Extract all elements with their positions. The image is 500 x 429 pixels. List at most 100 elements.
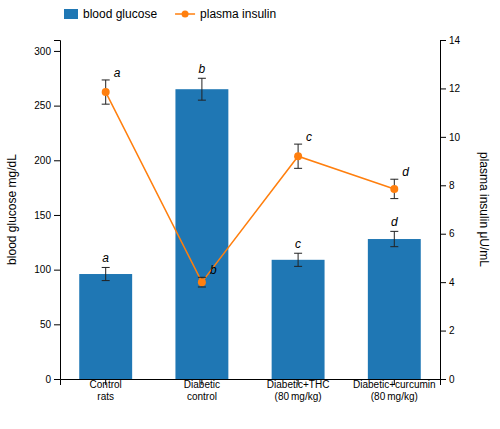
y-tick-label: 50 [40, 319, 52, 330]
x-tick: Controlrats [90, 379, 122, 402]
error-bar-cap [198, 277, 206, 278]
x-tick-label-line: Diabetic [184, 379, 220, 390]
x-tick-label-line: Diabetic+THC [267, 379, 330, 390]
series-bar [79, 78, 421, 379]
marker [390, 185, 398, 193]
error-bar-cap [102, 104, 110, 105]
marker [102, 88, 110, 96]
error-bar-cap [102, 267, 110, 268]
y2-tick-label: 8 [449, 180, 455, 191]
y2-tick: 12 [440, 83, 461, 94]
x-tick: Diabeticcontrol [184, 379, 220, 402]
y-axis: 0 50 100 150 200 250 300 [34, 41, 60, 385]
error-bar-cap [390, 179, 398, 180]
error-bar-cap [294, 144, 302, 145]
error-bar [198, 277, 206, 287]
error-bar-cap [294, 168, 302, 169]
y2-tick-label: 2 [449, 325, 455, 336]
x-tick-label-line: Diabetic+curcumin [353, 379, 436, 390]
y-tick: 250 [34, 100, 60, 111]
x-axis: Controlrats Diabeticcontrol Diabetic+THC(8… [61, 379, 441, 402]
error-bar-cap [102, 79, 110, 80]
y2-tick-mark [440, 234, 446, 235]
error-bar [102, 80, 110, 104]
x-tick-label: Diabetic+curcumin(80 mg/kg) [353, 379, 436, 402]
y2-axis: 0 2 4 6 8 10 12 14 [440, 35, 461, 385]
y-tick-label: 150 [34, 210, 51, 221]
bar [79, 274, 132, 379]
y-tick: 300 [34, 46, 60, 57]
bar [368, 239, 421, 379]
y-axis-title: blood glucose mg/dL [5, 154, 19, 265]
error-bar-cap [198, 78, 206, 79]
y2-tick: 4 [440, 277, 455, 288]
chart: Controlrats Diabeticcontrol Diabetic+THC(8… [0, 0, 500, 429]
y-tick: 50 [40, 319, 60, 330]
error-bar-cap [390, 231, 398, 232]
x-tick-label-line: (80 mg/kg) [275, 391, 322, 402]
y2-tick-mark [440, 40, 446, 41]
bar [175, 89, 228, 379]
y2-tick-label: 6 [449, 228, 455, 239]
annotations: abcdabcd [102, 62, 409, 277]
error-bar-cap [198, 100, 206, 101]
marker [294, 152, 302, 160]
error-bar-stem [105, 267, 106, 280]
legend-marker [182, 11, 189, 18]
y-tick-label: 250 [34, 100, 51, 111]
y-tick-mark [54, 215, 60, 216]
y2-tick: 0 [440, 374, 455, 385]
x-tick-label: Diabeticcontrol [184, 379, 220, 402]
error-bar [294, 253, 302, 266]
x-tick-label-line: rats [97, 391, 114, 402]
legend-swatch [64, 9, 78, 19]
plot: Controlrats Diabeticcontrol Diabetic+THC(8… [5, 35, 491, 402]
x-tick-label: Controlrats [90, 379, 122, 402]
y2-tick-mark [440, 282, 446, 283]
legend-label: plasma insulin [200, 7, 276, 21]
marker [198, 278, 206, 286]
y-tick-mark [54, 160, 60, 161]
y-axis-line [54, 41, 61, 380]
error-bar [294, 144, 302, 168]
error-bar-stem [298, 253, 299, 266]
annotation: c [306, 130, 312, 144]
y-tick: 0 [45, 374, 60, 385]
y2-axis-title: plasma insulin μU/mL [477, 152, 491, 267]
y-tick: 100 [34, 264, 60, 275]
error-bar-stem [201, 78, 202, 100]
annotation: c [295, 237, 301, 251]
annotation: a [102, 251, 109, 265]
y-tick-mark [54, 379, 60, 380]
y-tick: 150 [34, 210, 60, 221]
x-tick: Diabetic+THC(80 mg/kg) [267, 379, 330, 402]
y-tick-label: 300 [34, 46, 51, 57]
legend-label: blood glucose [83, 7, 157, 21]
y2-tick-mark [440, 88, 446, 89]
annotation: b [199, 62, 206, 76]
series-line [102, 80, 399, 287]
y2-tick-label: 0 [449, 374, 455, 385]
y-tick-mark [54, 324, 60, 325]
y-tick: 200 [34, 155, 60, 166]
y-tick-mark [54, 51, 60, 52]
error-bar [198, 78, 206, 100]
y2-tick-mark [440, 185, 446, 186]
error-bar-cap [294, 266, 302, 267]
error-bar-cap [294, 253, 302, 254]
annotation: d [402, 165, 409, 179]
chart-container: Controlrats Diabeticcontrol Diabetic+THC(8… [0, 0, 500, 429]
annotation: a [114, 66, 121, 80]
y2-tick: 2 [440, 325, 455, 336]
error-bar-cap [198, 286, 206, 287]
y2-tick: 14 [440, 35, 461, 46]
x-tick-label: Diabetic+THC(80 mg/kg) [267, 379, 330, 402]
y2-tick-mark [440, 379, 446, 380]
error-bar-stem [394, 231, 395, 246]
y2-tick: 10 [440, 132, 461, 143]
legend: blood glucose plasma insulin [64, 7, 276, 21]
legend-item: plasma insulin [175, 7, 276, 21]
annotation: d [391, 215, 398, 229]
legend-item: blood glucose [64, 7, 157, 21]
error-bar [390, 231, 398, 246]
